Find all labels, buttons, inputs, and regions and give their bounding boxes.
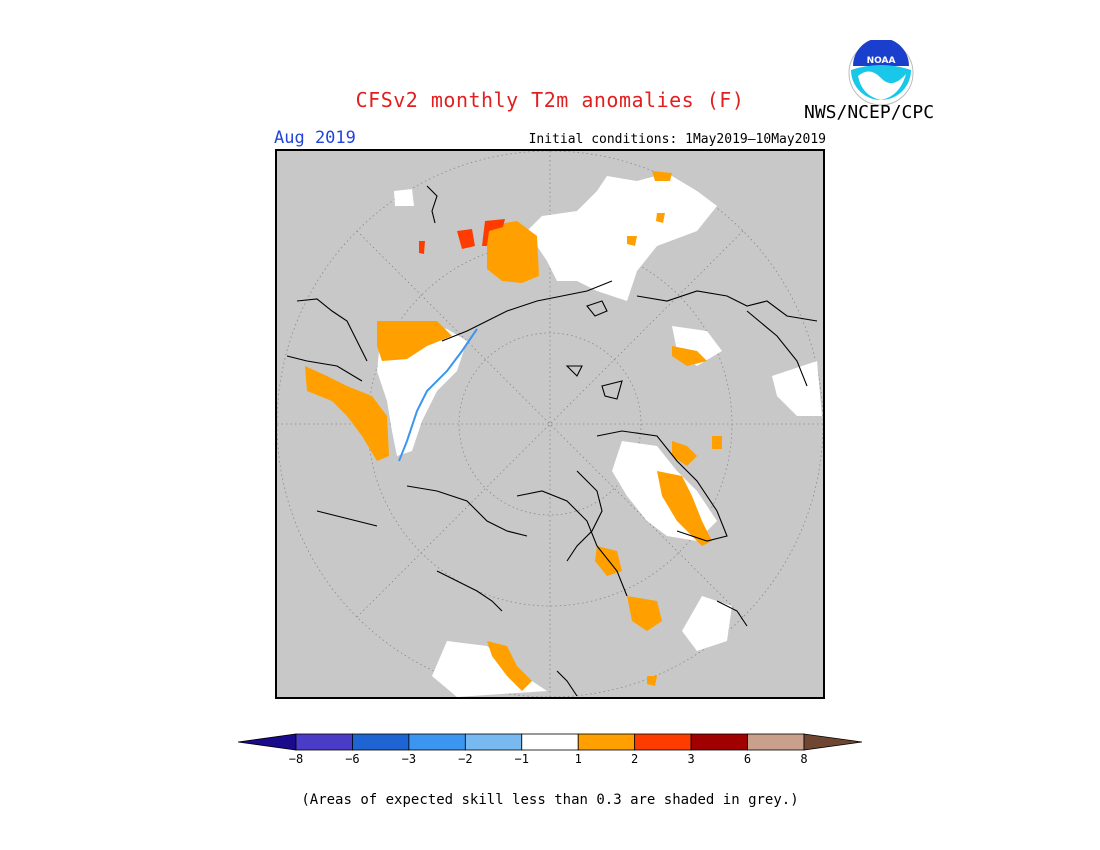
- coast-alaska-south: [556, 670, 578, 697]
- anomaly-blue-regions: [398, 328, 478, 462]
- orange-region-scandinavia: [657, 471, 712, 546]
- coast-canada-arctic: [406, 485, 528, 537]
- blue-region-greenland-coast: [398, 328, 478, 462]
- orange-region-small-3: [627, 236, 637, 246]
- orange-region-taymyr: [487, 221, 539, 283]
- white-region-siberia: [527, 173, 717, 301]
- chart-title: CFSv2 monthly T2m anomalies (F): [355, 88, 745, 112]
- colorbar-label: −3: [401, 752, 417, 766]
- skill-footnote: (Areas of expected skill less than 0.3 a…: [301, 792, 799, 808]
- red-region-3: [419, 241, 425, 254]
- red-region-1: [457, 229, 475, 249]
- white-region-uk: [772, 361, 822, 416]
- coast-island-1: [586, 300, 608, 317]
- coast-iberia: [716, 600, 748, 627]
- white-region-iberia: [682, 596, 732, 651]
- coast-severnaya: [426, 185, 438, 224]
- orange-region-small-1: [652, 171, 672, 181]
- coast-ellesmere: [296, 298, 368, 362]
- coast-baltic: [566, 470, 603, 562]
- coast-alaska-west: [746, 310, 808, 387]
- colorbar-bin-0: [238, 733, 297, 751]
- colorbar-bin-5: [521, 733, 579, 751]
- agency-label: NWS/NCEP/CPC: [804, 102, 935, 123]
- orange-region-canada-east: [305, 366, 389, 461]
- coast-siberia-north: [441, 280, 613, 342]
- colorbar-label: 2: [631, 752, 639, 766]
- anomaly-red-regions: [419, 219, 505, 254]
- meridian-diag2: [356, 230, 744, 618]
- coast-scandinavia: [596, 430, 728, 542]
- colorbar-label: 1: [574, 752, 582, 766]
- colorbar-label: −6: [345, 752, 360, 766]
- colorbar-bin-7: [634, 733, 692, 751]
- orange-region-alaska: [487, 641, 532, 691]
- colorbar-bin-4: [464, 733, 523, 751]
- white-region-small-1: [394, 189, 414, 206]
- colorbar-bins: [238, 733, 862, 751]
- graticule-circle-80n: [458, 332, 642, 516]
- coast-baffin: [286, 355, 363, 382]
- red-region-2: [482, 219, 505, 246]
- orange-region-greenland-north: [377, 321, 452, 361]
- orange-region-small-4: [712, 436, 722, 449]
- colorbar-label: 3: [687, 752, 695, 766]
- colorbar-bin-6: [577, 733, 636, 751]
- coastlines: [286, 185, 818, 697]
- map-panel: [275, 149, 825, 699]
- coast-franz-josef: [565, 365, 583, 377]
- coast-alaska-north: [636, 290, 818, 322]
- orange-region-europe: [627, 596, 662, 631]
- valid-month: Aug 2019: [274, 128, 356, 148]
- coast-svalbard: [601, 380, 623, 400]
- coast-hudson: [436, 570, 503, 612]
- colorbar-label: −1: [514, 752, 529, 766]
- orange-region-small-2: [656, 213, 665, 223]
- noaa-logo-text: NOAA: [867, 56, 896, 66]
- noaa-logo: NOAA: [848, 40, 914, 106]
- meridian-diag1: [356, 230, 744, 618]
- colorbar-label: −2: [458, 752, 473, 766]
- colorbar-labels: −8 −6 −3 −2 −1 1 2 3 6 8: [238, 752, 862, 768]
- colorbar-label: 6: [743, 752, 752, 766]
- orange-region-small-5: [647, 676, 657, 686]
- colorbar-bin-1: [295, 733, 353, 751]
- colorbar-label: −8: [288, 752, 304, 766]
- polar-map: [277, 151, 823, 697]
- coast-greenland-south: [316, 510, 378, 527]
- colorbar-bin-9: [747, 733, 805, 751]
- colorbar-bin-2: [352, 733, 410, 751]
- colorbar: [238, 733, 862, 751]
- colorbar-bin-10: [803, 733, 862, 751]
- anomaly-orange-regions: [305, 171, 722, 691]
- colorbar-bin-3: [408, 733, 466, 751]
- colorbar-bin-8: [690, 733, 748, 751]
- orange-region-norway: [672, 346, 707, 366]
- colorbar-label: 8: [800, 752, 808, 766]
- orange-region-barents: [672, 441, 697, 466]
- initial-conditions: Initial conditions: 1May2019—10May2019: [528, 132, 826, 147]
- coast-europe: [516, 490, 628, 597]
